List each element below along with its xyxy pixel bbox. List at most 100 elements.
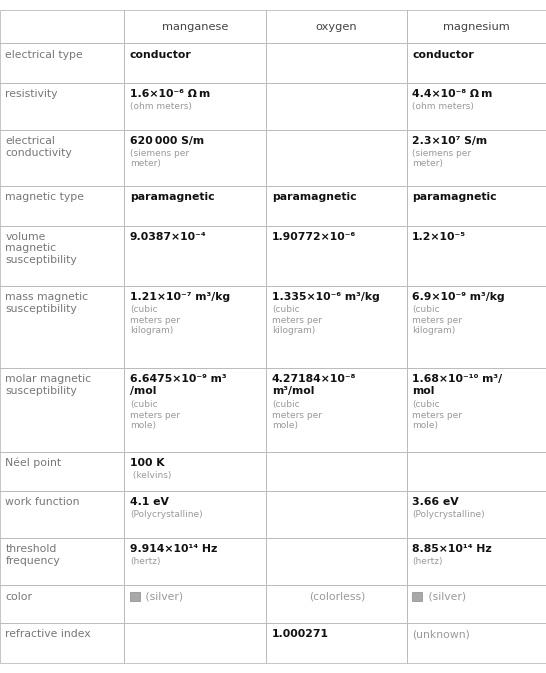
Text: work function: work function	[5, 497, 80, 507]
Text: 8.85×10¹⁴ Hz: 8.85×10¹⁴ Hz	[412, 544, 492, 555]
Bar	[0, 186, 124, 225]
Bar	[266, 586, 407, 623]
Text: (cubic
meters per
mole): (cubic meters per mole)	[412, 400, 462, 430]
Bar	[407, 452, 546, 491]
Bar	[124, 287, 266, 368]
Text: (cubic
meters per
kilogram): (cubic meters per kilogram)	[272, 306, 322, 335]
Text: 4.1 eV: 4.1 eV	[130, 497, 169, 507]
Bar	[407, 130, 546, 186]
Bar	[407, 623, 546, 663]
Bar	[407, 287, 546, 368]
Bar	[124, 186, 266, 225]
Text: (hertz): (hertz)	[130, 557, 161, 567]
Text: 4.27184×10⁻⁸
m³/mol: 4.27184×10⁻⁸ m³/mol	[272, 374, 357, 396]
Bar	[0, 130, 124, 186]
Text: electrical
conductivity: electrical conductivity	[5, 136, 72, 157]
Text: paramagnetic: paramagnetic	[272, 192, 357, 203]
Bar	[124, 491, 266, 538]
Text: Néel point: Néel point	[5, 458, 62, 468]
Text: (silver): (silver)	[143, 592, 183, 602]
Text: resistivity: resistivity	[5, 89, 58, 99]
Text: (cubic
meters per
mole): (cubic meters per mole)	[272, 400, 322, 430]
Bar	[407, 10, 546, 44]
Bar	[266, 623, 407, 663]
Text: (kelvins): (kelvins)	[130, 471, 171, 480]
Bar	[0, 586, 124, 623]
Bar	[124, 225, 266, 287]
Bar	[266, 491, 407, 538]
Bar	[0, 491, 124, 538]
Text: volume
magnetic
susceptibility: volume magnetic susceptibility	[5, 232, 77, 265]
Text: conductor: conductor	[130, 50, 192, 59]
Text: paramagnetic: paramagnetic	[130, 192, 215, 203]
Bar	[407, 186, 546, 225]
Bar	[407, 368, 546, 452]
Bar	[0, 452, 124, 491]
Text: (cubic
meters per
kilogram): (cubic meters per kilogram)	[412, 306, 462, 335]
Text: 100 K: 100 K	[130, 458, 164, 468]
Text: (silver): (silver)	[425, 592, 466, 602]
Text: 4.4×10⁻⁸ Ω m: 4.4×10⁻⁸ Ω m	[412, 89, 492, 99]
Bar	[0, 44, 124, 83]
Text: 1.68×10⁻¹⁰ m³/
mol: 1.68×10⁻¹⁰ m³/ mol	[412, 374, 502, 396]
Text: 1.6×10⁻⁶ Ω m: 1.6×10⁻⁶ Ω m	[130, 89, 210, 99]
Text: magnetic type: magnetic type	[5, 192, 85, 203]
Bar	[407, 491, 546, 538]
Text: 3.66 eV: 3.66 eV	[412, 497, 459, 507]
Bar	[266, 44, 407, 83]
Bar	[0, 287, 124, 368]
Bar	[124, 10, 266, 44]
Bar	[0, 83, 124, 130]
Bar	[124, 623, 266, 663]
Bar	[266, 83, 407, 130]
Text: (siemens per
meter): (siemens per meter)	[412, 149, 471, 168]
Text: (Polycrystalline): (Polycrystalline)	[130, 510, 203, 520]
Text: 1.90772×10⁻⁶: 1.90772×10⁻⁶	[272, 232, 356, 242]
Text: mass magnetic
susceptibility: mass magnetic susceptibility	[5, 293, 88, 314]
Text: color: color	[5, 592, 32, 602]
Bar	[0, 538, 124, 586]
Bar	[0, 368, 124, 452]
Text: (ohm meters): (ohm meters)	[130, 102, 192, 111]
Bar	[124, 44, 266, 83]
Text: (Polycrystalline): (Polycrystalline)	[412, 510, 485, 520]
Text: 9.914×10¹⁴ Hz: 9.914×10¹⁴ Hz	[130, 544, 217, 555]
Text: 6.6475×10⁻⁹ m³
/mol: 6.6475×10⁻⁹ m³ /mol	[130, 374, 227, 396]
Bar	[0, 10, 124, 44]
Text: refractive index: refractive index	[5, 629, 91, 639]
Text: 1.21×10⁻⁷ m³/kg: 1.21×10⁻⁷ m³/kg	[130, 293, 230, 302]
Text: threshold
frequency: threshold frequency	[5, 544, 60, 566]
Text: paramagnetic: paramagnetic	[412, 192, 497, 203]
Bar	[407, 225, 546, 287]
Text: (hertz): (hertz)	[412, 557, 443, 567]
Bar	[124, 130, 266, 186]
Text: 2.3×10⁷ S/m: 2.3×10⁷ S/m	[412, 136, 488, 146]
Bar	[266, 186, 407, 225]
Bar	[266, 225, 407, 287]
Text: (unknown): (unknown)	[412, 629, 470, 639]
Text: molar magnetic
susceptibility: molar magnetic susceptibility	[5, 374, 92, 396]
Bar	[407, 538, 546, 586]
Bar	[407, 44, 546, 83]
Text: electrical type: electrical type	[5, 50, 83, 59]
Bar	[124, 452, 266, 491]
Text: 1.335×10⁻⁶ m³/kg: 1.335×10⁻⁶ m³/kg	[272, 293, 379, 302]
Text: (colorless): (colorless)	[309, 592, 366, 602]
Text: magnesium: magnesium	[443, 22, 510, 32]
Text: (cubic
meters per
mole): (cubic meters per mole)	[130, 400, 180, 430]
Bar	[266, 368, 407, 452]
Text: manganese: manganese	[162, 22, 229, 32]
Text: (siemens per
meter): (siemens per meter)	[130, 149, 189, 168]
Text: 6.9×10⁻⁹ m³/kg: 6.9×10⁻⁹ m³/kg	[412, 293, 505, 302]
Bar	[124, 538, 266, 586]
Bar	[124, 586, 266, 623]
Text: 620 000 S/m: 620 000 S/m	[130, 136, 204, 146]
Bar	[0, 225, 124, 287]
Text: oxygen: oxygen	[316, 22, 358, 32]
Bar	[0, 623, 124, 663]
Text: (cubic
meters per
kilogram): (cubic meters per kilogram)	[130, 306, 180, 335]
Bar	[266, 130, 407, 186]
Bar	[266, 10, 407, 44]
Bar	[124, 83, 266, 130]
Bar	[407, 83, 546, 130]
